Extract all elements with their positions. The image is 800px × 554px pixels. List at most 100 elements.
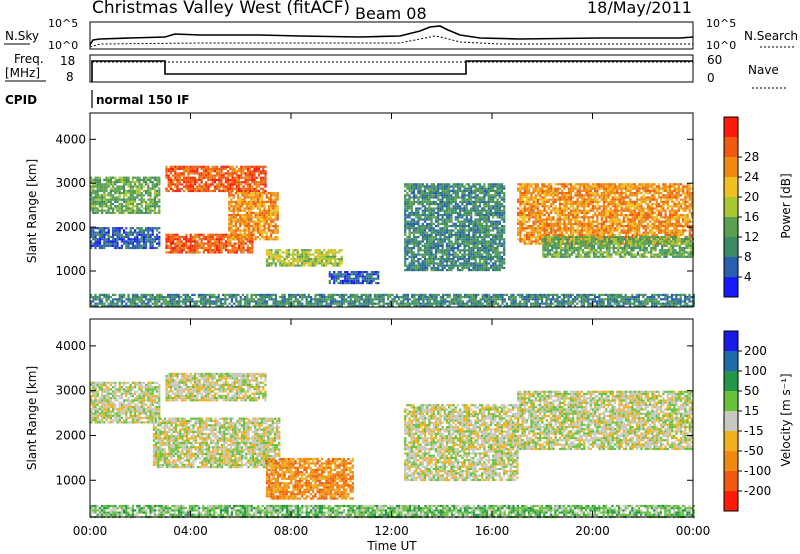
heatmap-cell bbox=[552, 227, 555, 230]
heatmap-cell bbox=[596, 231, 599, 234]
heatmap-cell bbox=[276, 229, 279, 232]
nsky-trace bbox=[89, 25, 694, 46]
heatmap-cell bbox=[607, 194, 610, 197]
heatmap-cell bbox=[374, 271, 378, 274]
heatmap-cell bbox=[94, 227, 97, 230]
heatmap-cell bbox=[145, 209, 148, 212]
heatmap-cell bbox=[303, 249, 306, 252]
heatmap-cell bbox=[138, 181, 141, 184]
heatmap-cell bbox=[142, 194, 145, 197]
heatmap-cell bbox=[202, 251, 205, 254]
heatmap-cell bbox=[613, 209, 617, 212]
heatmap-cell bbox=[333, 271, 336, 274]
heatmap-cell bbox=[244, 176, 247, 179]
heatmap-cell bbox=[183, 244, 186, 247]
heatmap-cell bbox=[563, 227, 566, 230]
heatmap-cell bbox=[254, 227, 257, 230]
heatmap-cell bbox=[274, 209, 277, 212]
heatmap-cell bbox=[602, 227, 606, 230]
heatmap-cell bbox=[611, 229, 614, 232]
heatmap-cell bbox=[153, 203, 156, 206]
heatmap-cell bbox=[611, 222, 614, 225]
heatmap-cell bbox=[503, 253, 506, 256]
heatmap-cell bbox=[598, 227, 601, 230]
heatmap-cell bbox=[231, 183, 234, 186]
heatmap-cell bbox=[461, 222, 464, 225]
heatmap-cell bbox=[500, 266, 504, 269]
heatmap-cell bbox=[563, 209, 566, 212]
heatmap-cell bbox=[410, 255, 413, 258]
heatmap-cell bbox=[489, 196, 493, 199]
heatmap-cell bbox=[138, 187, 141, 190]
heatmap-cell bbox=[448, 244, 451, 247]
heatmap-cell bbox=[334, 264, 337, 267]
heatmap-cell bbox=[90, 198, 93, 201]
heatmap-cell bbox=[174, 167, 177, 171]
heatmap-cell bbox=[176, 183, 179, 186]
heatmap-cell bbox=[428, 207, 431, 210]
heatmap-cell bbox=[445, 196, 449, 199]
heatmap-cell bbox=[207, 249, 210, 252]
heatmap-cell bbox=[521, 198, 524, 201]
heatmap-cell bbox=[232, 214, 235, 217]
heatmap-cell bbox=[448, 238, 451, 241]
heatmap-cell bbox=[461, 242, 464, 245]
heatmap-cell bbox=[583, 189, 586, 192]
heatmap-cell bbox=[430, 192, 433, 195]
heatmap-cell bbox=[467, 198, 471, 201]
heatmap-cell bbox=[525, 183, 529, 186]
heatmap-cell bbox=[185, 238, 188, 241]
heatmap-cell bbox=[443, 253, 446, 256]
heatmap-cell bbox=[576, 198, 579, 201]
heatmap-cell bbox=[127, 203, 130, 206]
heatmap-cell bbox=[441, 207, 444, 210]
heatmap-cell bbox=[492, 194, 495, 197]
heatmap-cell bbox=[489, 187, 493, 190]
heatmap-cell bbox=[456, 244, 460, 247]
heatmap-cell bbox=[92, 211, 95, 214]
heatmap-cell bbox=[439, 238, 442, 241]
heatmap-cell bbox=[109, 207, 112, 210]
heatmap-cell bbox=[624, 225, 628, 228]
heatmap-cell bbox=[149, 244, 152, 247]
heatmap-cell bbox=[481, 240, 484, 243]
heatmap-cell bbox=[487, 214, 490, 217]
heatmap-cell bbox=[237, 192, 240, 195]
heatmap-cell bbox=[222, 165, 225, 168]
heatmap-cell bbox=[120, 233, 123, 236]
heatmap-cell bbox=[483, 266, 486, 269]
heatmap-cell bbox=[185, 244, 188, 247]
heatmap-cell bbox=[231, 178, 234, 182]
heatmap-cell bbox=[437, 222, 440, 225]
heatmap-cell bbox=[191, 185, 194, 188]
heatmap-cell bbox=[260, 181, 263, 184]
heatmap-cell bbox=[94, 207, 97, 210]
heatmap-cell bbox=[574, 216, 577, 219]
heatmap-cell bbox=[430, 247, 433, 250]
heatmap-cell bbox=[251, 174, 254, 177]
heatmap-cell bbox=[600, 187, 603, 190]
heatmap-cell bbox=[487, 207, 490, 210]
heatmap-cell bbox=[207, 172, 210, 175]
heatmap-cell bbox=[211, 251, 214, 254]
heatmap-cell bbox=[412, 244, 416, 247]
heatmap-cell bbox=[366, 279, 369, 282]
heatmap-cell bbox=[432, 227, 435, 230]
heatmap-cell bbox=[142, 240, 145, 243]
heatmap-cell bbox=[567, 211, 570, 214]
heatmap-cell bbox=[140, 231, 143, 234]
heatmap-cell bbox=[227, 249, 230, 252]
heatmap-cell bbox=[344, 282, 347, 285]
heatmap-cell bbox=[423, 251, 427, 254]
heatmap-cell bbox=[574, 200, 577, 203]
heatmap-cell bbox=[107, 185, 110, 188]
heatmap-cell bbox=[120, 235, 123, 239]
heatmap-cell bbox=[120, 181, 123, 184]
heatmap-cell bbox=[314, 264, 317, 267]
heatmap-cell bbox=[109, 235, 112, 239]
heatmap-cell bbox=[229, 174, 232, 177]
heatmap-cell bbox=[561, 227, 564, 230]
heatmap-cell bbox=[450, 207, 453, 210]
heatmap-cell bbox=[281, 264, 284, 267]
heatmap-cell bbox=[147, 233, 150, 236]
